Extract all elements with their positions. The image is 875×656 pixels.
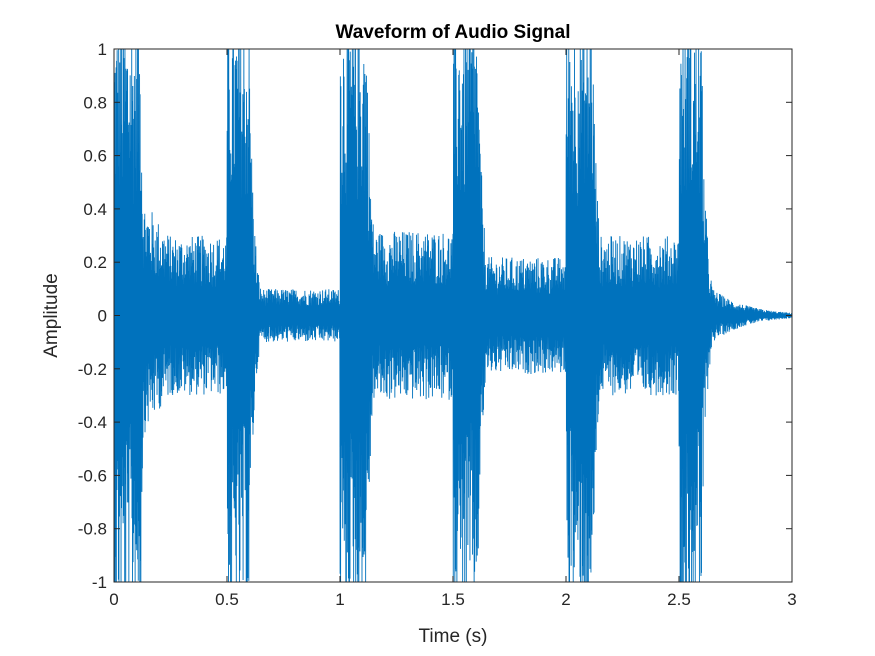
x-tick-label: 0 <box>109 590 118 609</box>
y-tick-label: 1 <box>98 40 107 59</box>
y-tick-label: -0.4 <box>78 413 107 432</box>
y-axis-label: Amplitude <box>41 273 62 358</box>
y-tick-label: 0.6 <box>83 147 107 166</box>
x-tick-label: 0.5 <box>215 590 239 609</box>
y-tick-label: -0.6 <box>78 466 107 485</box>
y-tick-label: 0 <box>98 307 107 326</box>
x-tick-label: 2.5 <box>667 590 691 609</box>
y-tick-label: -0.2 <box>78 360 107 379</box>
waveform-layer <box>113 48 793 583</box>
chart-title: Waveform of Audio Signal <box>335 22 570 43</box>
y-tick-label: 0.4 <box>83 200 107 219</box>
y-tick-label: -0.8 <box>78 520 107 539</box>
x-axis-label: Time (s) <box>419 626 488 647</box>
y-tick-label: 0.2 <box>83 253 107 272</box>
x-tick-label: 3 <box>787 590 796 609</box>
ticks-layer: 0 0.5 1 1.5 2 2.5 3 -1 -0.8 -0.6 -0.4 -0.2 0 0.2 0.4 0.… <box>78 40 797 609</box>
waveform-line <box>113 48 793 583</box>
x-tick-label: 2 <box>561 590 570 609</box>
y-tick-label: -1 <box>92 573 107 592</box>
y-tick-label: 0.8 <box>83 93 107 112</box>
x-tick-label: 1.5 <box>441 590 465 609</box>
x-tick-label: 1 <box>335 590 344 609</box>
